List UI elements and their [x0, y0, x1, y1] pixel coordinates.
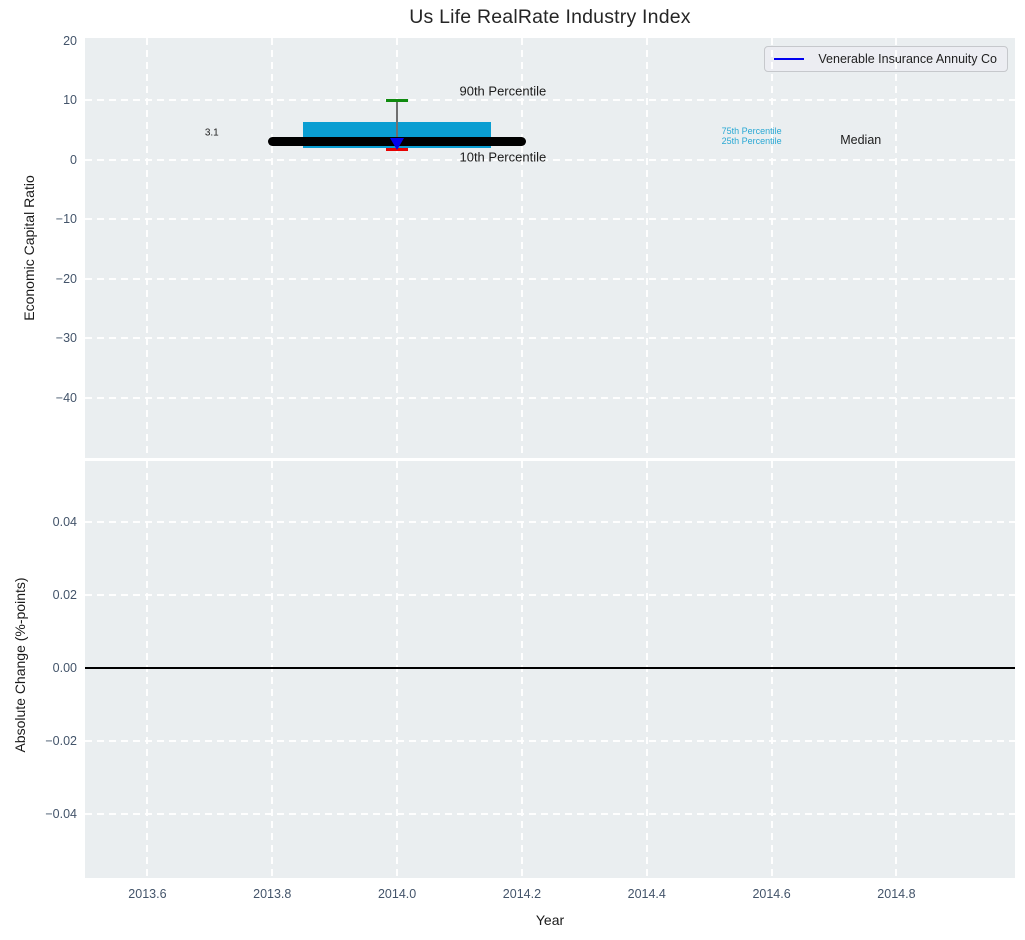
legend: Venerable Insurance Annuity Co: [764, 46, 1008, 72]
x-gridline: [645, 38, 648, 458]
y-gridline: [85, 337, 1015, 340]
company-marker: [389, 137, 404, 150]
annotation-90th-percentile: 90th Percentile: [459, 83, 547, 99]
bottom-y-tick-label: −0.04: [45, 807, 77, 822]
x-gridline: [271, 461, 274, 878]
x-gridline: [645, 461, 648, 878]
chart-title: Us Life RealRate Industry Index: [409, 6, 691, 28]
x-tick-label: 2014.4: [627, 887, 666, 901]
x-axis-label: Year: [535, 912, 565, 928]
annotation-75th-percentile: 75th Percentile: [721, 125, 782, 136]
x-tick-label: 2013.8: [253, 887, 292, 901]
x-gridline: [396, 38, 399, 458]
x-gridline: [770, 38, 773, 458]
top-y-tick-label: 0: [70, 152, 77, 167]
x-gridline: [895, 461, 898, 878]
top-y-tick-label: 10: [63, 93, 77, 108]
p90-cap: [386, 98, 408, 102]
y-gridline: [85, 813, 1015, 816]
top-y-axis-label: Economic Capital Ratio: [21, 175, 37, 321]
annotation-25th-percentile: 25th Percentile: [721, 135, 782, 146]
top-y-tick-label: −30: [55, 331, 77, 346]
bottom-y-tick-label: −0.02: [45, 734, 77, 749]
x-gridline: [520, 461, 523, 878]
x-tick-label: 2014.6: [752, 887, 791, 901]
x-gridline: [271, 38, 274, 458]
bottom-y-tick-label: 0.04: [52, 514, 77, 529]
legend-line-swatch: [774, 58, 805, 60]
annotation-3-1: 3.1: [204, 127, 219, 139]
annotation-median: Median: [840, 133, 882, 148]
bottom-y-tick-label: 0.00: [52, 661, 77, 676]
zero-line: [85, 667, 1015, 670]
y-gridline: [85, 396, 1015, 399]
whisker-line: [396, 100, 398, 150]
legend-label: Venerable Insurance Annuity Co: [818, 52, 997, 66]
top-y-tick-label: −10: [55, 212, 77, 227]
top-y-tick-label: −20: [55, 271, 77, 286]
annotation-10th-percentile: 10th Percentile: [459, 149, 547, 165]
x-gridline: [770, 461, 773, 878]
x-gridline: [895, 38, 898, 458]
x-gridline: [520, 38, 523, 458]
x-gridline: [146, 38, 149, 458]
y-gridline: [85, 158, 1015, 161]
x-tick-label: 2014.0: [377, 887, 417, 901]
y-gridline: [85, 520, 1015, 523]
y-gridline: [85, 740, 1015, 743]
bottom-y-tick-label: 0.02: [52, 588, 77, 602]
x-gridline: [146, 461, 149, 878]
x-gridline: [396, 461, 399, 878]
x-tick-label: 2014.2: [502, 887, 542, 901]
top-y-tick-label: −40: [55, 390, 77, 405]
top-plot-area: [85, 38, 1015, 458]
y-gridline: [85, 99, 1015, 102]
top-y-tick-label: 20: [63, 33, 77, 48]
x-tick-label: 2014.8: [877, 887, 916, 901]
bottom-plot-area: [85, 461, 1015, 878]
y-gridline: [85, 594, 1015, 596]
y-gridline: [85, 218, 1015, 221]
x-tick-label: 2013.6: [128, 887, 167, 901]
y-gridline: [85, 277, 1015, 280]
